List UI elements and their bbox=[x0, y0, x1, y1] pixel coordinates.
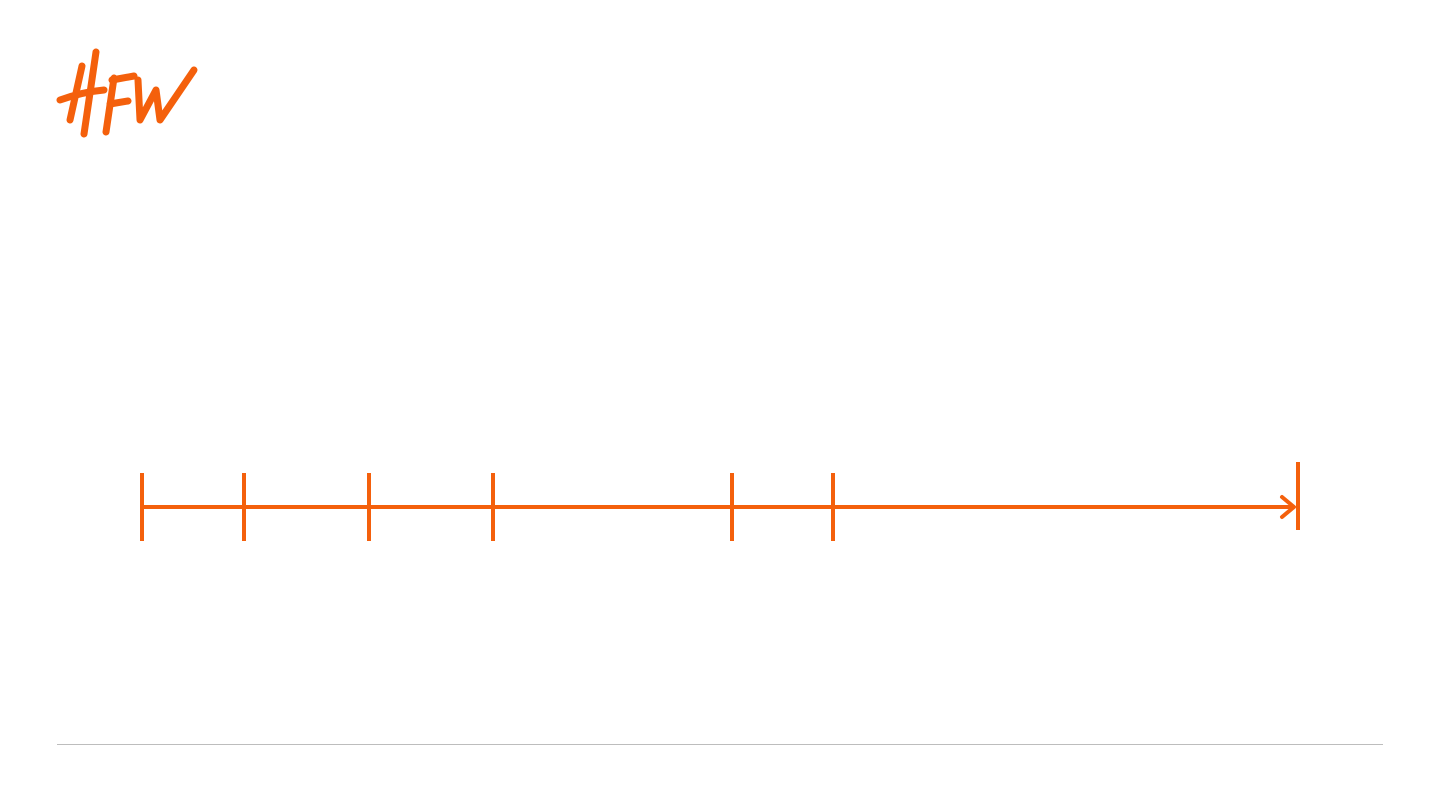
hfw-logo bbox=[56, 48, 198, 138]
timeline-diagram bbox=[140, 462, 1300, 541]
arrow-right-icon bbox=[1280, 495, 1296, 519]
logo-letter-w bbox=[134, 66, 198, 124]
footer-divider bbox=[57, 744, 1383, 745]
